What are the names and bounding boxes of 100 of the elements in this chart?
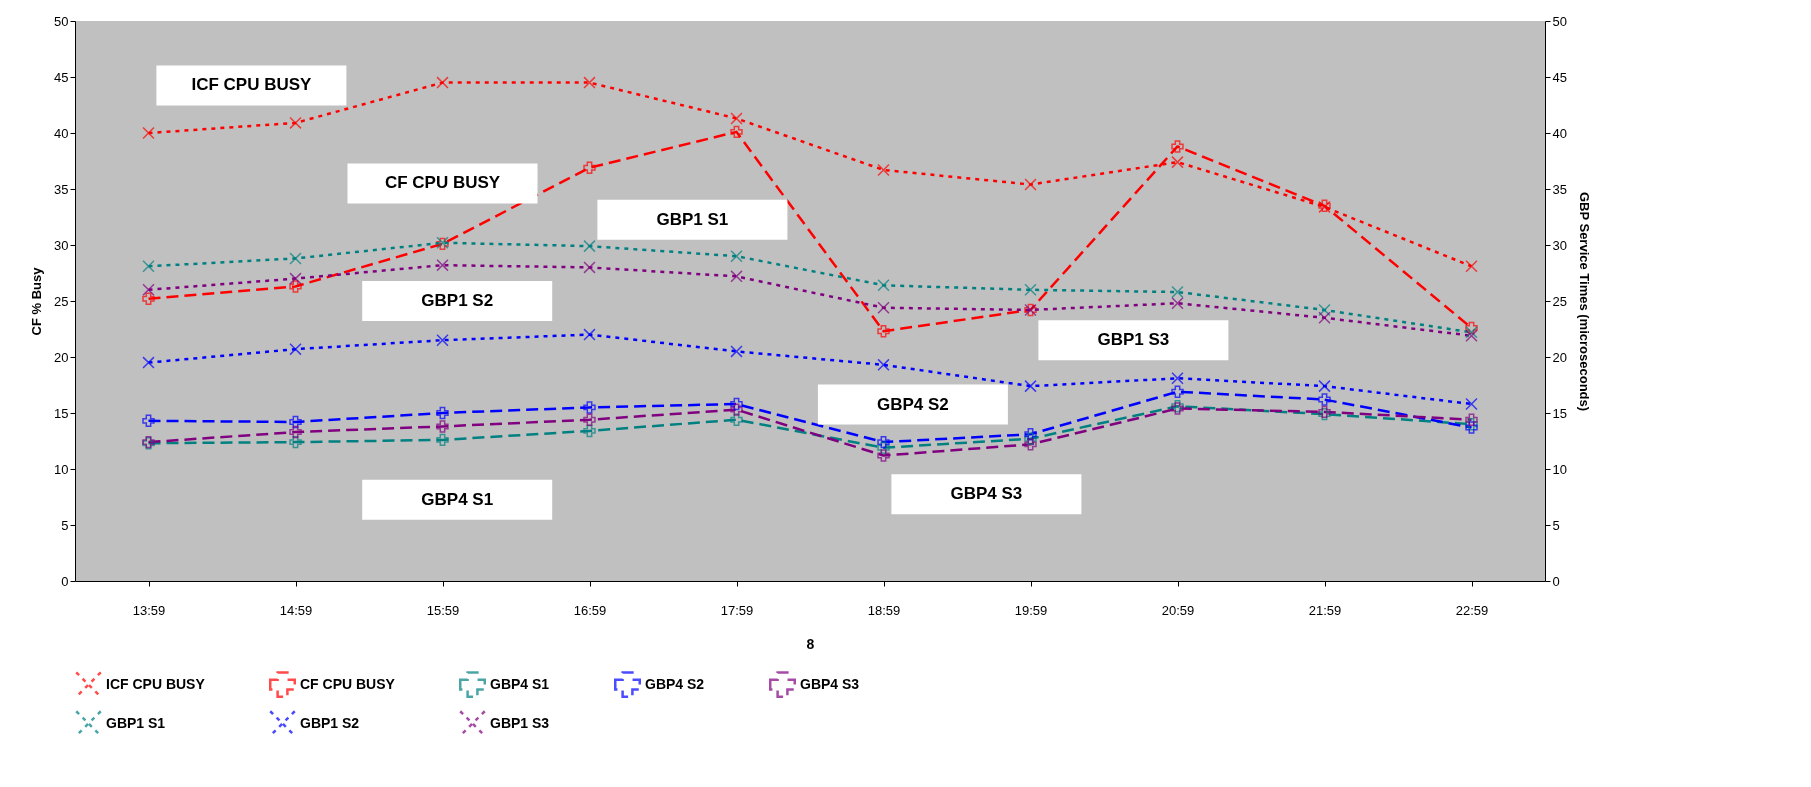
legend-label: GBP4 S3 xyxy=(800,675,860,692)
point xyxy=(583,424,596,438)
point xyxy=(1465,397,1478,411)
y2-tick-label: 15 xyxy=(1552,405,1567,421)
point xyxy=(730,270,743,283)
y-tick-label: 50 xyxy=(54,13,69,29)
y2-tick-label: 20 xyxy=(1552,349,1567,365)
y2-tick-label: 35 xyxy=(1552,181,1567,197)
point xyxy=(289,425,302,439)
y2-tick-label: 25 xyxy=(1552,293,1567,309)
point xyxy=(877,301,890,314)
annotation: GBP1 S3 xyxy=(1097,330,1170,350)
point xyxy=(1171,297,1184,310)
point xyxy=(436,406,449,420)
legend-label: GBP1 S1 xyxy=(106,714,166,731)
point xyxy=(1318,311,1331,325)
point xyxy=(583,328,596,341)
y-tick-label: 5 xyxy=(61,517,69,533)
point xyxy=(730,125,743,139)
point xyxy=(1171,285,1184,299)
annotation: GBP4 S1 xyxy=(421,489,494,509)
y2-tick-label: 40 xyxy=(1552,125,1567,141)
point xyxy=(583,413,596,426)
legend-label: GBP4 S2 xyxy=(645,675,705,692)
point xyxy=(1024,379,1037,393)
point xyxy=(730,112,743,125)
annotation: CF CPU BUSY xyxy=(384,173,501,193)
y-tick-label: 30 xyxy=(54,237,69,253)
point xyxy=(877,441,890,454)
point xyxy=(877,163,890,177)
y2-tick-label: 30 xyxy=(1552,237,1567,253)
y-tick-label: 10 xyxy=(54,461,69,477)
point xyxy=(142,283,155,297)
point xyxy=(1024,428,1037,441)
x-tick-label: 22:59 xyxy=(1455,602,1489,618)
point xyxy=(1465,417,1478,431)
point xyxy=(436,433,449,447)
annotation: GBP4 S2 xyxy=(876,394,949,414)
point xyxy=(289,252,302,265)
point xyxy=(1024,438,1037,451)
point xyxy=(583,76,596,89)
point xyxy=(1024,283,1037,297)
y-axis-title: CF % Busy xyxy=(29,266,45,336)
point xyxy=(583,161,596,174)
point xyxy=(1024,178,1037,191)
point xyxy=(1171,372,1184,385)
point xyxy=(142,126,155,140)
x-axis-title: 8 xyxy=(806,635,815,652)
y2-tick-label: 10 xyxy=(1552,461,1567,477)
point xyxy=(1171,155,1184,169)
point xyxy=(142,414,155,428)
y2-tick-label: 50 xyxy=(1552,13,1567,29)
y2-tick-label: 45 xyxy=(1552,69,1567,85)
x-tick-label: 18:59 xyxy=(867,602,901,618)
point xyxy=(730,403,743,416)
point xyxy=(877,279,890,292)
point xyxy=(289,342,302,356)
annotation: GBP4 S3 xyxy=(950,484,1023,504)
annotation: GBP1 S2 xyxy=(421,291,494,310)
y2-tick-label: 0 xyxy=(1552,573,1560,589)
x-tick-label: 16:59 xyxy=(573,602,607,618)
point xyxy=(142,356,155,369)
x-tick-label: 20:59 xyxy=(1161,602,1195,618)
point xyxy=(289,280,302,293)
point xyxy=(436,258,449,272)
point xyxy=(142,292,155,305)
y-tick-label: 45 xyxy=(54,69,69,85)
point xyxy=(1465,260,1478,273)
y-tick-label: 20 xyxy=(54,349,69,365)
legend-label: ICF CPU BUSY xyxy=(106,675,206,692)
point xyxy=(1171,385,1184,398)
x-tick-label: 15:59 xyxy=(426,602,460,618)
point xyxy=(289,116,302,130)
x-tick-label: 13:59 xyxy=(132,602,166,618)
point xyxy=(289,415,302,429)
y-tick-label: 15 xyxy=(54,405,69,421)
point xyxy=(730,345,743,358)
point xyxy=(583,261,596,274)
legend-label: CF CPU BUSY xyxy=(300,675,396,692)
x-tick-label: 21:59 xyxy=(1308,602,1342,618)
point xyxy=(730,397,743,411)
point xyxy=(730,413,743,426)
y-tick-label: 25 xyxy=(54,293,69,309)
point xyxy=(142,260,155,273)
y-tick-label: 0 xyxy=(61,573,69,589)
point xyxy=(1024,432,1037,445)
point xyxy=(877,358,890,372)
point xyxy=(1318,393,1331,406)
point xyxy=(1465,421,1478,434)
point xyxy=(1318,379,1331,393)
point xyxy=(436,333,449,347)
point xyxy=(289,272,302,285)
point xyxy=(1465,413,1478,426)
point xyxy=(289,435,302,449)
point xyxy=(730,249,743,263)
y2-axis-title: GBP Service Times (microseconds) xyxy=(1576,191,1592,412)
point xyxy=(583,401,596,414)
point xyxy=(877,435,890,449)
point xyxy=(583,239,596,253)
legend-label: GBP1 S3 xyxy=(490,714,550,731)
